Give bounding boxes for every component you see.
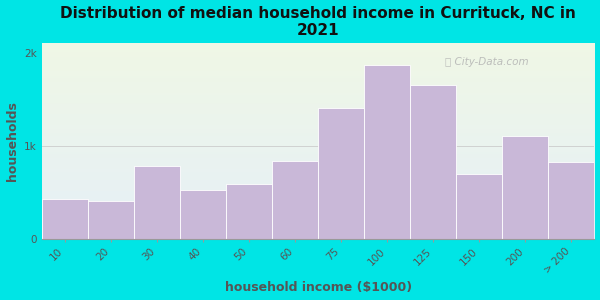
Bar bbox=[180, 190, 226, 239]
Bar bbox=[134, 166, 180, 239]
Bar bbox=[318, 109, 364, 239]
Bar bbox=[272, 160, 318, 239]
Title: Distribution of median household income in Currituck, NC in
2021: Distribution of median household income … bbox=[60, 6, 576, 38]
Bar bbox=[502, 136, 548, 239]
Y-axis label: households: households bbox=[5, 101, 19, 181]
Bar bbox=[456, 174, 502, 239]
Bar bbox=[42, 199, 88, 239]
Bar bbox=[226, 184, 272, 239]
Bar bbox=[548, 163, 595, 239]
Text: ⓘ City-Data.com: ⓘ City-Data.com bbox=[445, 57, 529, 67]
X-axis label: household income ($1000): household income ($1000) bbox=[224, 281, 412, 294]
Bar bbox=[410, 85, 456, 239]
Bar bbox=[364, 65, 410, 239]
Bar bbox=[88, 201, 134, 239]
